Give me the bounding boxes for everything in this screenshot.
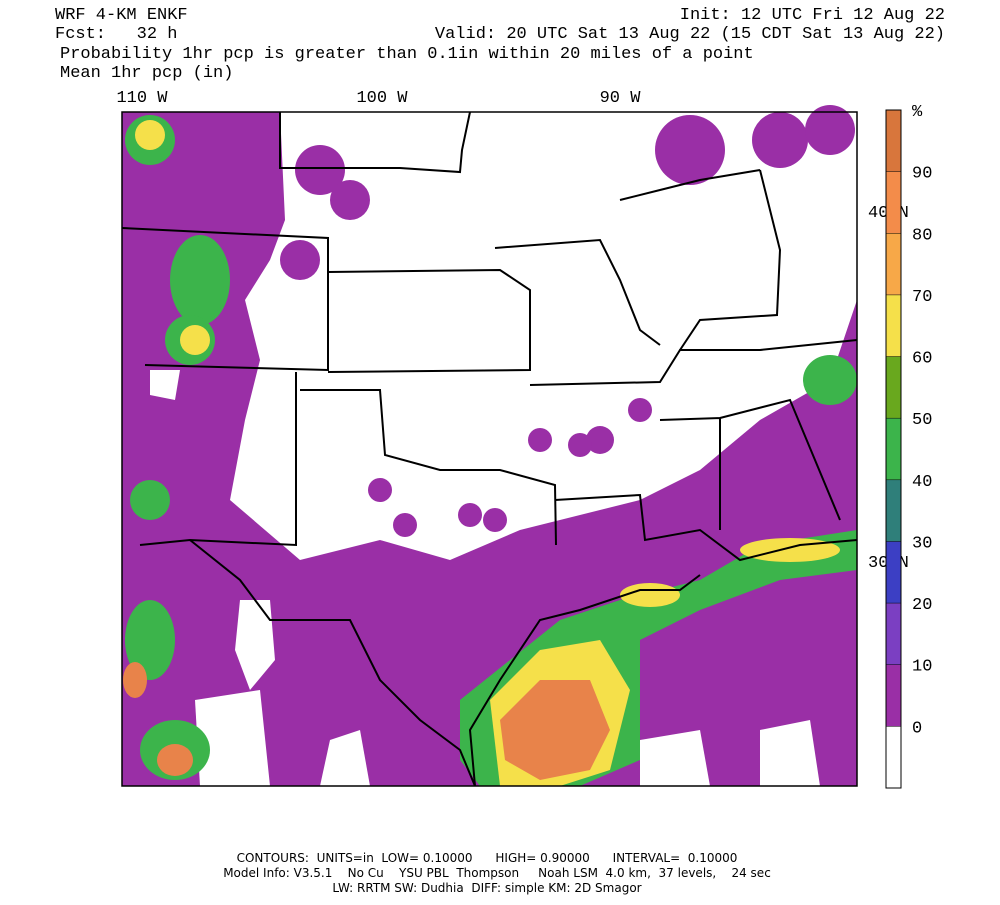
colorbar-tick-label: 70: [912, 288, 932, 307]
colorbar-tick-label: 20: [912, 596, 932, 615]
colorbar-tick-label: 10: [912, 658, 932, 677]
colorbar-unit: %: [912, 103, 923, 122]
field-description: Probability 1hr pcp is greater than 0.1i…: [60, 45, 754, 64]
forecast-hour: Fcst: 32 h: [55, 25, 177, 44]
longitude-label: 100 W: [356, 89, 408, 108]
contour-description: Mean 1hr pcp (in): [60, 64, 233, 83]
color-segment: [886, 294, 901, 357]
color-segment: [886, 418, 901, 480]
valid-time: Valid: 20 UTC Sat 13 Aug 22 (15 CDT Sat …: [435, 25, 945, 44]
colorbar-tick-label: 90: [912, 165, 932, 184]
longitude-label: 110 W: [116, 89, 168, 108]
colorbar: % 0 10 20 30 40 50 60 70 80 90: [885, 103, 932, 789]
map-frame: [121, 111, 858, 787]
color-segment: [886, 664, 901, 727]
colorbar-tick-label: 50: [912, 411, 932, 430]
colorbar-tick-label: 40: [912, 473, 932, 492]
color-segment: [886, 356, 901, 419]
color-segment: [886, 603, 901, 665]
colorbar-tick-label: 60: [912, 350, 932, 369]
clear-areas: [150, 370, 820, 786]
color-segment: [886, 171, 901, 234]
longitude-label: 90 W: [600, 89, 642, 108]
footer-line: LW: RRTM SW: Dudhia DIFF: simple KM: 2D …: [332, 881, 641, 895]
color-segment: [886, 541, 901, 604]
colorbar-frame: [885, 109, 902, 789]
orange-shading: [123, 662, 610, 780]
color-segment: [886, 110, 901, 172]
colorbar-tick-label: 0: [912, 719, 922, 738]
footer-line: Model Info: V3.5.1 No Cu YSU PBL Thompso…: [223, 866, 771, 880]
color-segment: [886, 726, 901, 788]
colorbar-tick-label: 80: [912, 226, 932, 245]
color-segment: [886, 479, 901, 542]
footer-line: CONTOURS: UNITS=in LOW= 0.10000 HIGH= 0.…: [237, 851, 738, 865]
state-borders: [121, 111, 858, 787]
colorbar-tick-label: 30: [912, 534, 932, 553]
model-name: WRF 4-KM ENKF: [55, 6, 188, 25]
map: [121, 105, 858, 787]
init-time: Init: 12 UTC Fri 12 Aug 22: [680, 6, 945, 25]
color-segment: [886, 233, 901, 295]
